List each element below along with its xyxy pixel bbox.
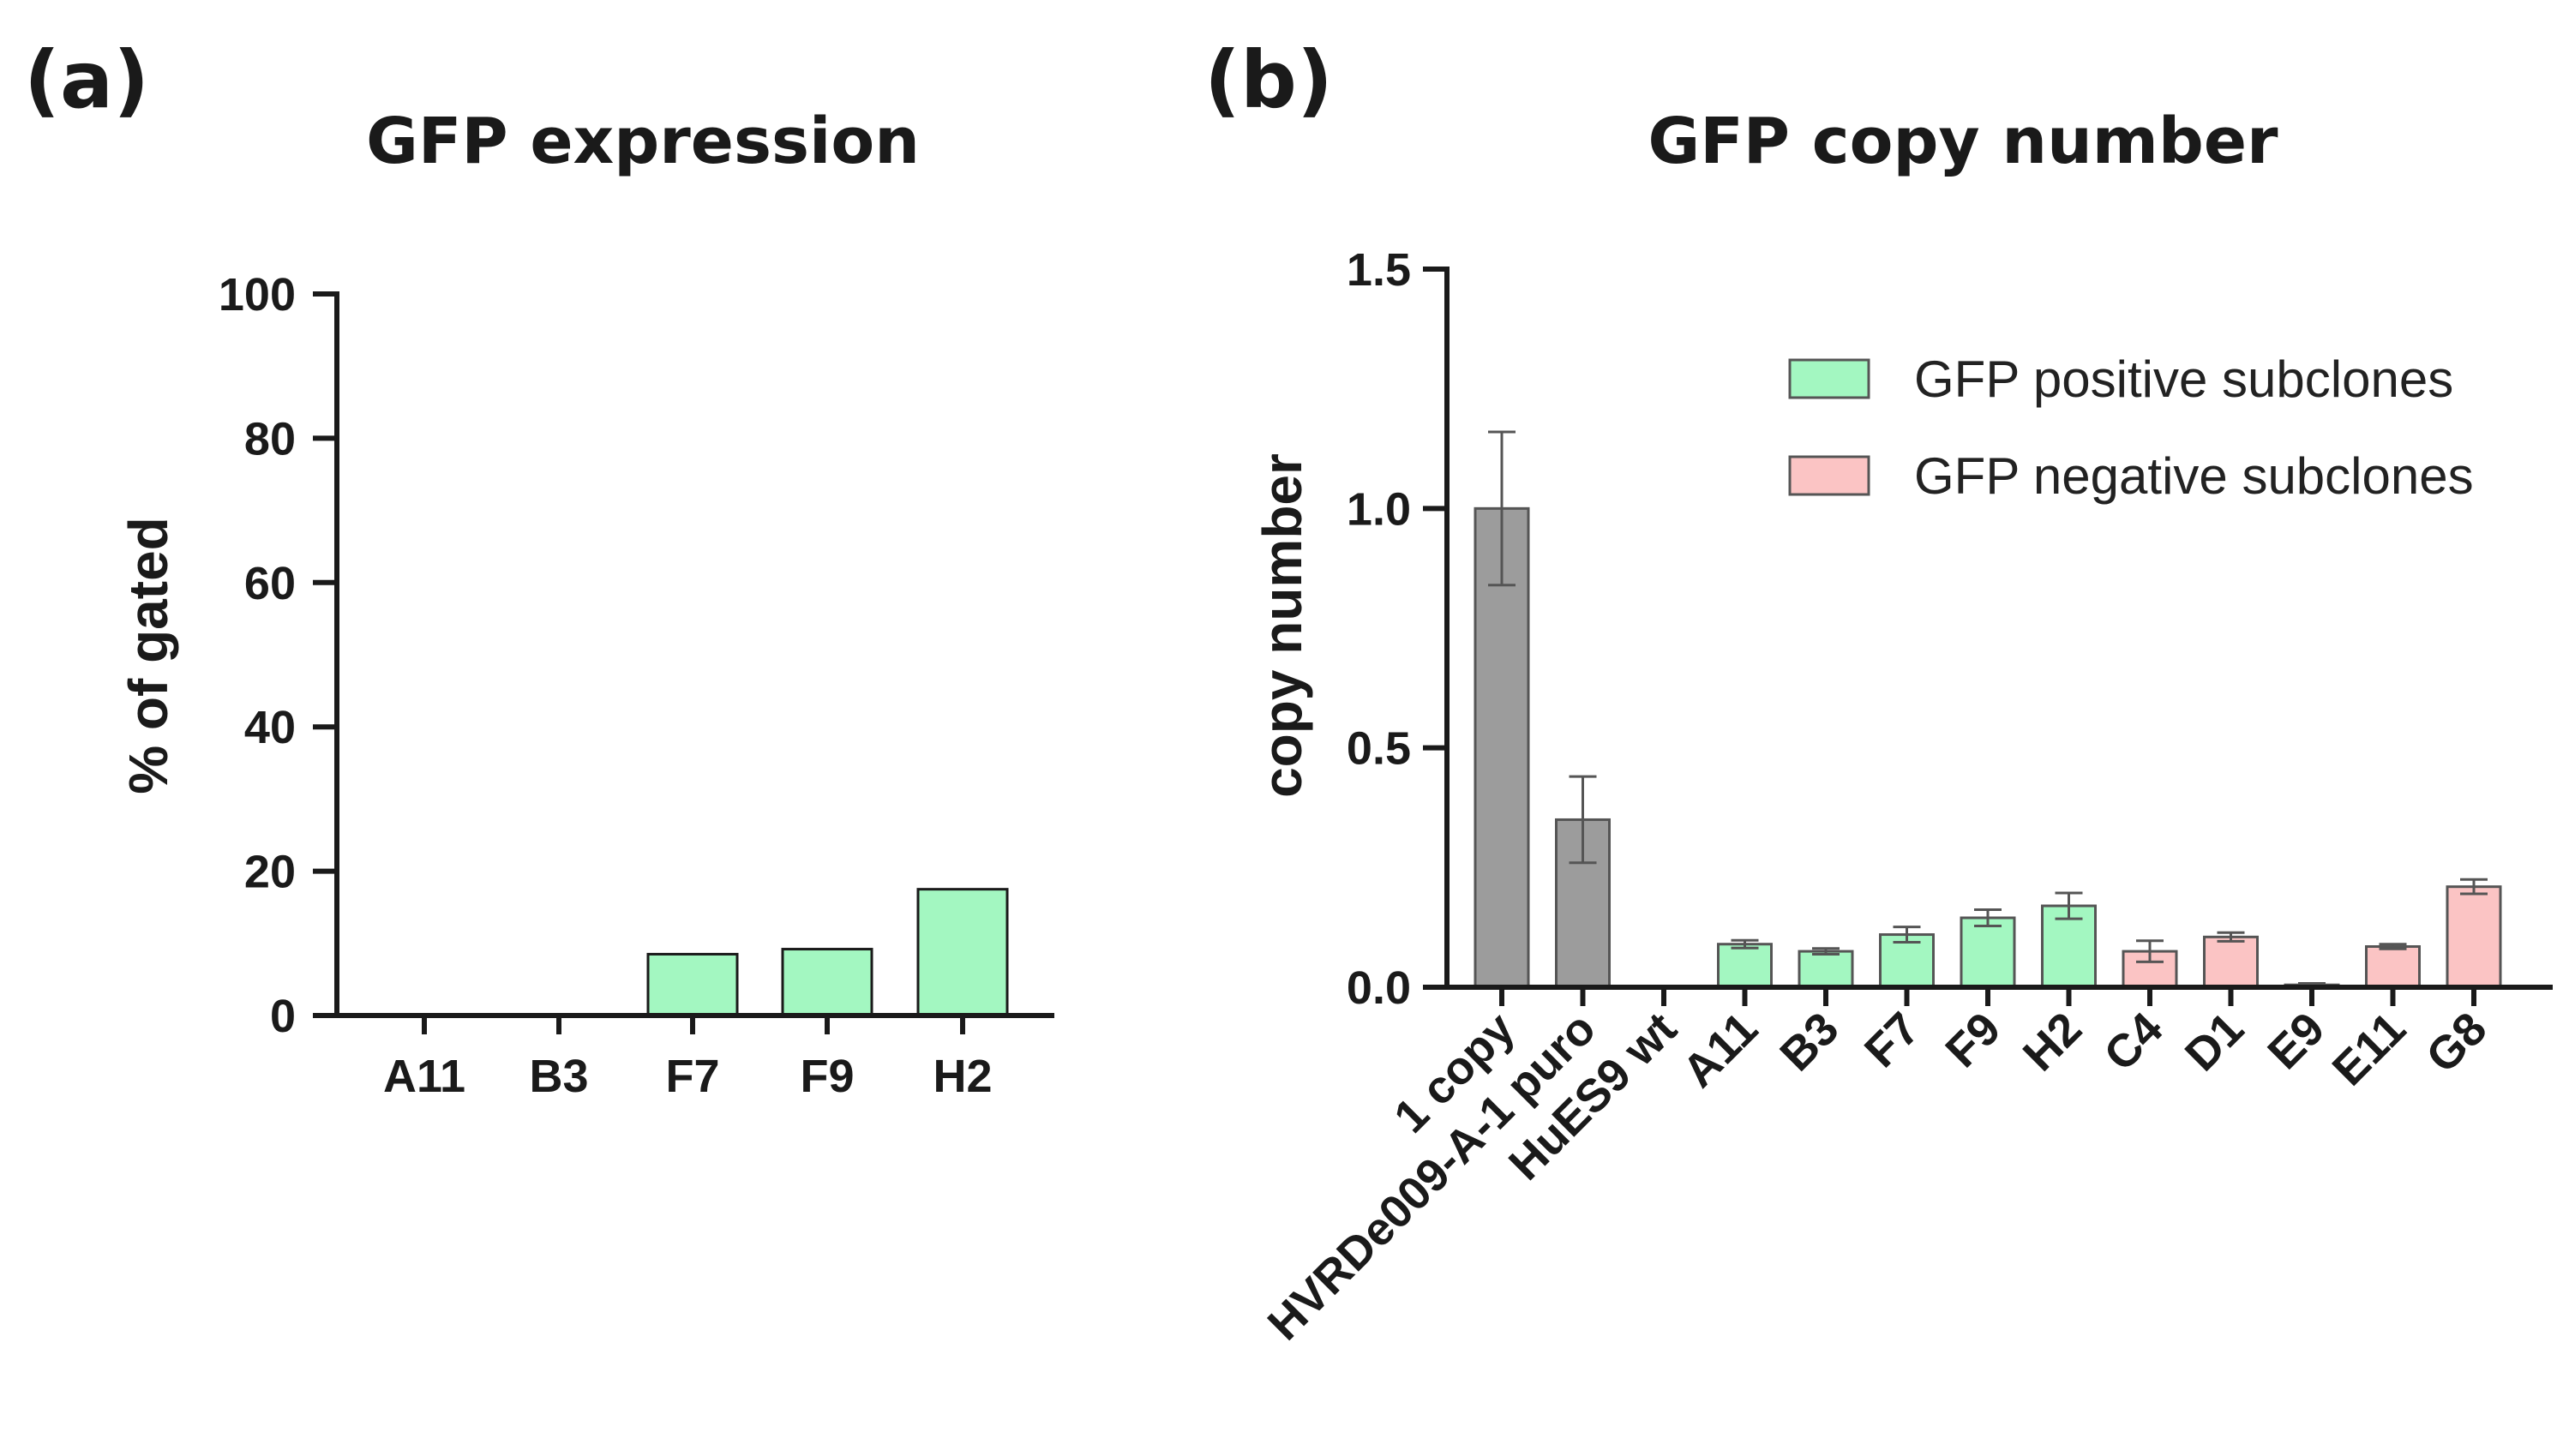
chart-b-legend: GFP positive subclones GFP negative subcl… xyxy=(1788,351,2474,505)
chart-b-y-tick-label: 1.0 xyxy=(1347,483,1411,535)
chart-b-legend-swatch-negative xyxy=(1788,455,1870,496)
chart-b-legend-label-positive: GFP positive subclones xyxy=(1914,351,2453,408)
chart-a-y-tick-label: 100 xyxy=(219,269,296,321)
chart-b-x-tick-label: H2 xyxy=(2014,1003,2092,1081)
chart-a-bar-h2 xyxy=(916,888,1009,1017)
chart-a-x-tick-labels: A11 B3 F7 F9 H2 xyxy=(383,1016,993,1102)
chart-a-x-tick-label: F9 xyxy=(800,1051,854,1102)
chart-b-bars xyxy=(1474,506,2502,989)
chart-b-x-tick-label: HVRDe009-A-1 puro xyxy=(1258,1003,1606,1350)
chart-a-y-tick-label: 40 xyxy=(244,702,296,753)
chart-b-x-tick-label: F9 xyxy=(1936,1003,2010,1077)
chart-a-bar-f9 xyxy=(781,948,873,1017)
chart-b-x-tick-label: E9 xyxy=(2258,1003,2334,1079)
chart-b-bar xyxy=(1798,950,1854,989)
chart-a-title: GFP expression xyxy=(366,105,920,178)
panel-label-b: (b) xyxy=(1204,34,1333,126)
chart-a-y-tick-label: 0 xyxy=(270,991,296,1042)
chart-a-bar-f7 xyxy=(646,952,739,1017)
chart-b-x-tick-label: F7 xyxy=(1855,1003,1930,1077)
chart-b-y-tick-label: 0.5 xyxy=(1347,723,1411,775)
chart-b-legend-label-negative: GFP negative subclones xyxy=(1914,447,2474,505)
chart-a-y-tick-label: 20 xyxy=(244,847,296,898)
chart-a-y-tick-label: 80 xyxy=(244,413,296,464)
chart-b-error-bars xyxy=(1488,430,2488,988)
panel-label-a: (a) xyxy=(24,34,149,126)
chart-a-y-ticks: 0 20 40 60 80 100 xyxy=(219,269,337,1042)
chart-gfp-copy-number: GFP copy number copy number 0.0 0.5 1.0 1.5… xyxy=(1251,105,2553,1350)
chart-b-bar xyxy=(1555,818,1611,989)
chart-b-y-ticks: 0.0 0.5 1.0 1.5 xyxy=(1347,244,1447,1014)
chart-b-bar xyxy=(1717,943,1773,989)
chart-b-x-tick-label: D1 xyxy=(2176,1003,2254,1081)
chart-b-legend-swatch-positive xyxy=(1788,358,1870,399)
chart-a-y-axis-label: % of gated xyxy=(117,517,179,794)
chart-b-bar xyxy=(2203,935,2259,989)
chart-a-x-tick-label: H2 xyxy=(933,1051,992,1102)
chart-b-bar xyxy=(1474,506,1530,989)
chart-b-x-tick-label: A11 xyxy=(1673,1003,1768,1097)
chart-b-bar xyxy=(1960,916,2016,989)
chart-b-x-tick-label: E11 xyxy=(2323,1003,2416,1095)
chart-a-bars xyxy=(646,888,1009,1017)
chart-a-x-tick-label: A11 xyxy=(383,1051,465,1102)
chart-b-bar xyxy=(2365,945,2421,989)
chart-b-y-axis-label: copy number xyxy=(1251,453,1313,798)
chart-b-title: GFP copy number xyxy=(1648,105,2278,178)
chart-b-x-tick-label: G8 xyxy=(2416,1003,2496,1082)
chart-b-y-tick-label: 0.0 xyxy=(1347,962,1411,1014)
chart-gfp-expression: GFP expression % of gated 0 20 40 60 80 100 A… xyxy=(117,105,1054,1102)
chart-b-x-tick-label: B3 xyxy=(1770,1003,1848,1081)
chart-a-y-tick-label: 60 xyxy=(244,558,296,609)
chart-b-x-tick-label: C4 xyxy=(2094,1003,2172,1081)
chart-a-x-tick-label: F7 xyxy=(665,1051,719,1102)
chart-b-bar xyxy=(2446,885,2502,989)
chart-a-x-tick-label: B3 xyxy=(529,1051,588,1102)
chart-b-y-tick-label: 1.5 xyxy=(1347,244,1411,296)
